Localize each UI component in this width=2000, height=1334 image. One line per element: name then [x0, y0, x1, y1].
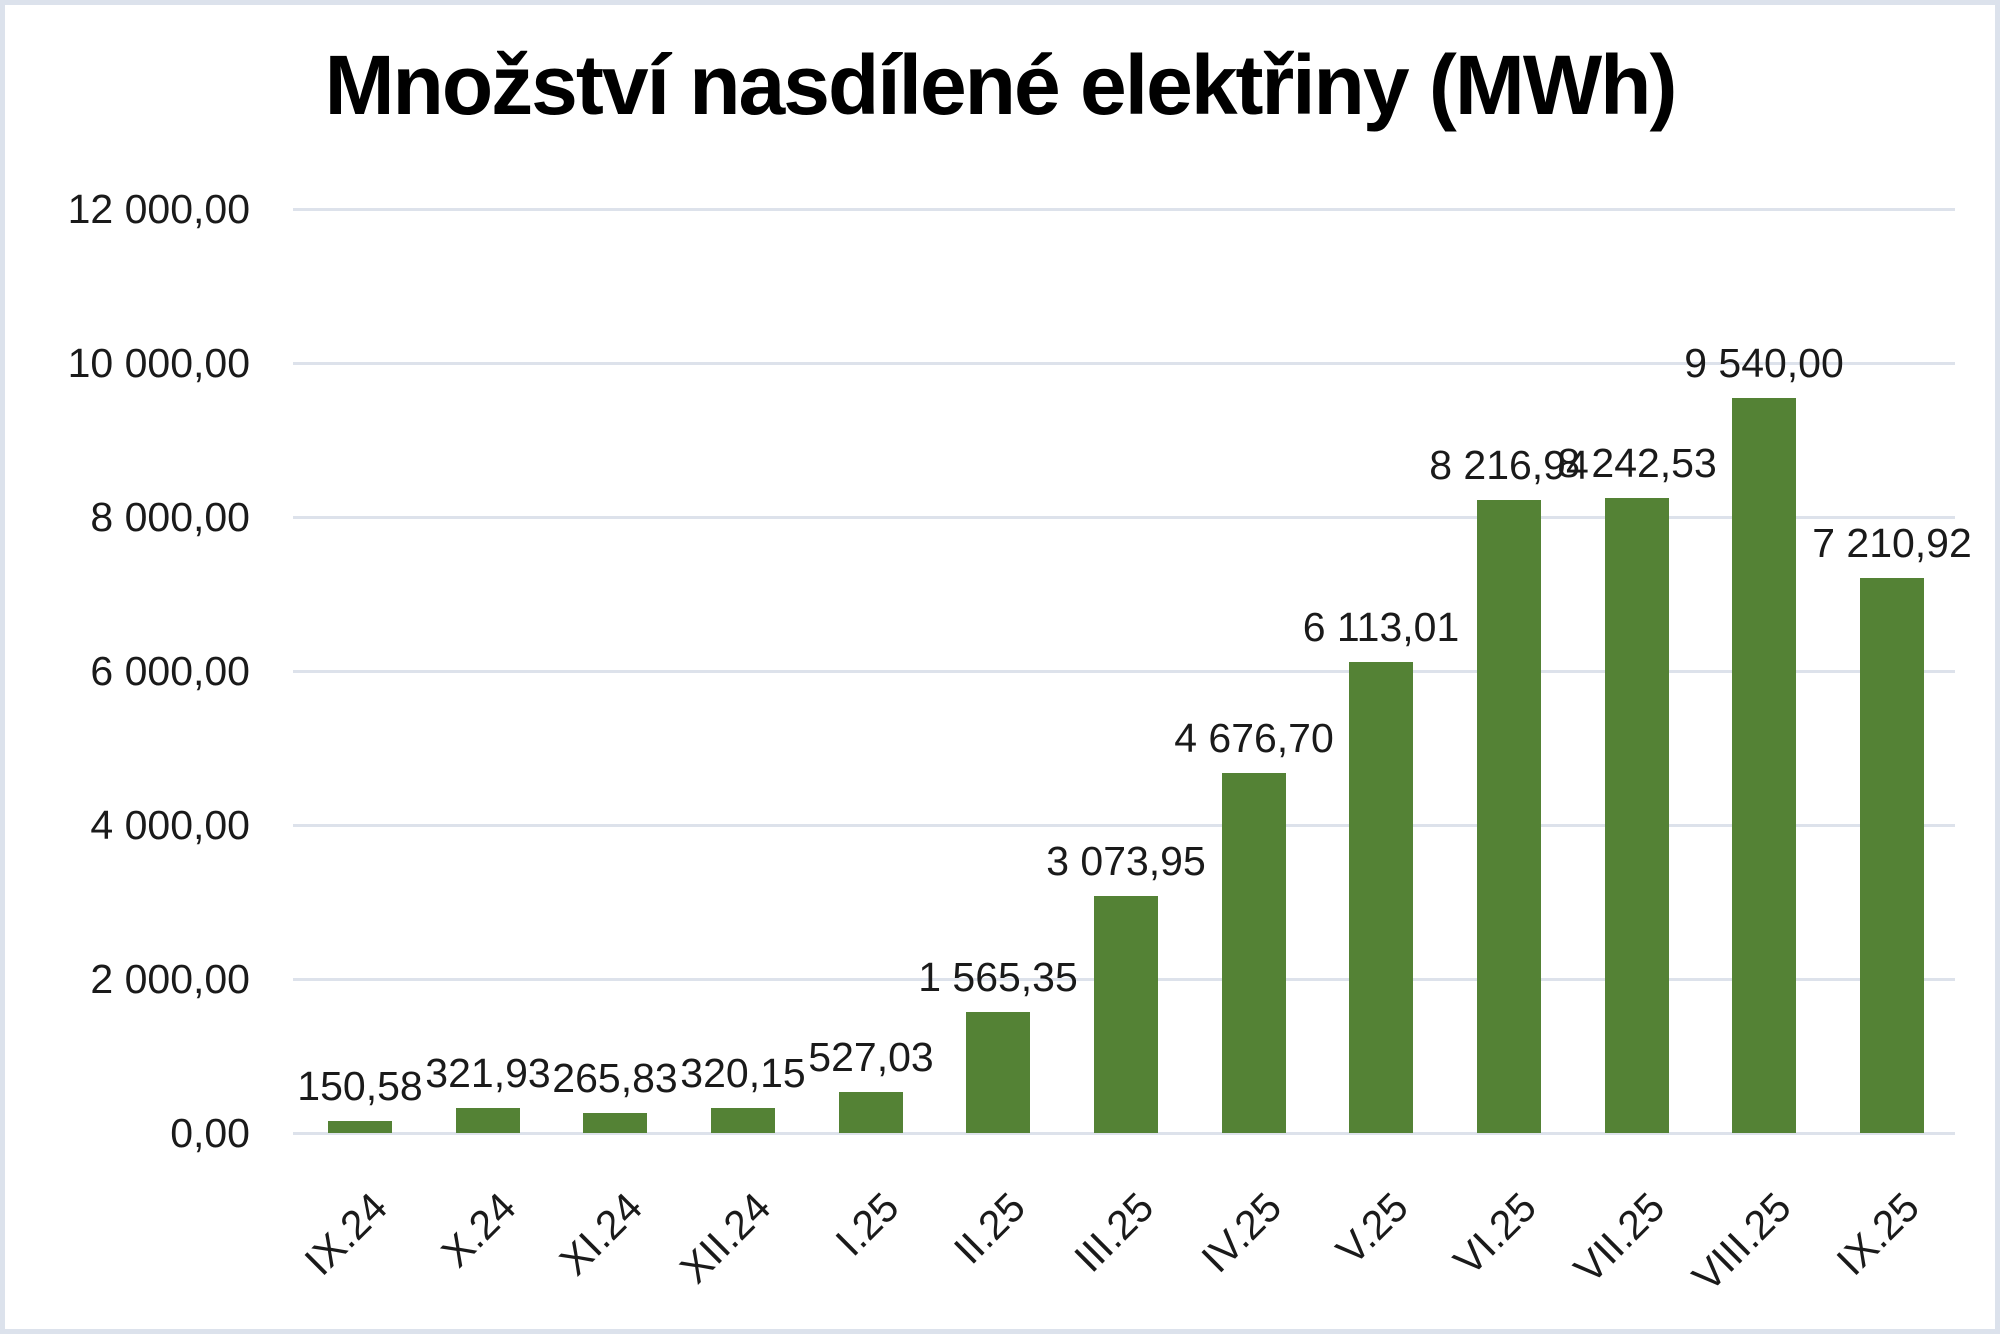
gridline — [293, 516, 1955, 519]
bar — [1477, 500, 1541, 1133]
bar — [583, 1113, 647, 1133]
bar-value-label: 527,03 — [808, 1034, 934, 1080]
bar — [711, 1108, 775, 1133]
bar-value-label: 9 540,00 — [1684, 340, 1844, 386]
bar-value-label: 4 676,70 — [1174, 715, 1334, 761]
y-axis-tick-label: 4 000,00 — [90, 802, 250, 848]
gridline — [293, 362, 1955, 365]
x-axis-category-label: VI.25 — [1445, 1183, 1546, 1284]
bar — [1732, 398, 1796, 1133]
y-axis-tick-label: 0,00 — [170, 1110, 250, 1156]
bar-value-label: 7 210,92 — [1812, 520, 1972, 566]
x-axis-category-label: VII.25 — [1564, 1183, 1674, 1292]
bar-value-label: 8 216,94 — [1429, 442, 1589, 488]
y-axis-tick-label: 2 000,00 — [90, 956, 250, 1002]
bar-value-label: 321,93 — [425, 1050, 551, 1096]
bar — [1860, 578, 1924, 1133]
bar-value-label: 1 565,35 — [918, 954, 1078, 1000]
bar — [1605, 498, 1669, 1133]
bar-value-label: 150,58 — [297, 1063, 423, 1109]
bar — [839, 1092, 903, 1133]
x-axis-category-label: II.25 — [945, 1183, 1035, 1273]
gridline — [293, 208, 1955, 211]
y-axis-tick-label: 10 000,00 — [67, 340, 250, 386]
bar-value-label: 8 242,53 — [1557, 440, 1717, 486]
plot-area: 0,00 2 000,00 4 000,00 6 000,00 8 000,00 10 0… — [5, 5, 1995, 1329]
x-axis-category-label: VIII.25 — [1683, 1183, 1801, 1301]
bar — [456, 1108, 520, 1133]
y-axis-tick-label: 6 000,00 — [90, 648, 250, 694]
bar — [328, 1121, 392, 1133]
x-axis-category-label: IX.25 — [1828, 1183, 1929, 1284]
x-axis-category-label: XII.24 — [670, 1183, 780, 1292]
gridline — [293, 1132, 1955, 1135]
bar — [966, 1012, 1030, 1133]
bar-value-label: 3 073,95 — [1046, 838, 1206, 884]
x-axis-category-label: IV.25 — [1192, 1183, 1291, 1282]
x-axis-category-label: III.25 — [1065, 1183, 1163, 1281]
bar — [1222, 773, 1286, 1133]
bar — [1094, 896, 1158, 1133]
x-axis-category-label: I.25 — [826, 1183, 908, 1265]
x-axis-category-label: XI.24 — [551, 1183, 652, 1284]
bar-value-label: 6 113,01 — [1302, 604, 1460, 650]
bar-value-label: 320,15 — [680, 1050, 806, 1096]
y-axis-tick-label: 12 000,00 — [67, 186, 250, 232]
y-axis-tick-label: 8 000,00 — [90, 494, 250, 540]
gridline — [293, 824, 1955, 827]
bar — [1349, 662, 1413, 1133]
bar-value-label: 265,83 — [552, 1055, 678, 1101]
gridline — [293, 670, 1955, 673]
chart-title: Množství nasdílené elektřiny (MWh) — [324, 38, 1678, 132]
x-axis-category-label: V.25 — [1327, 1183, 1418, 1274]
x-axis-category-label: X.24 — [432, 1183, 525, 1276]
x-axis-category-label: IX.24 — [296, 1183, 397, 1284]
